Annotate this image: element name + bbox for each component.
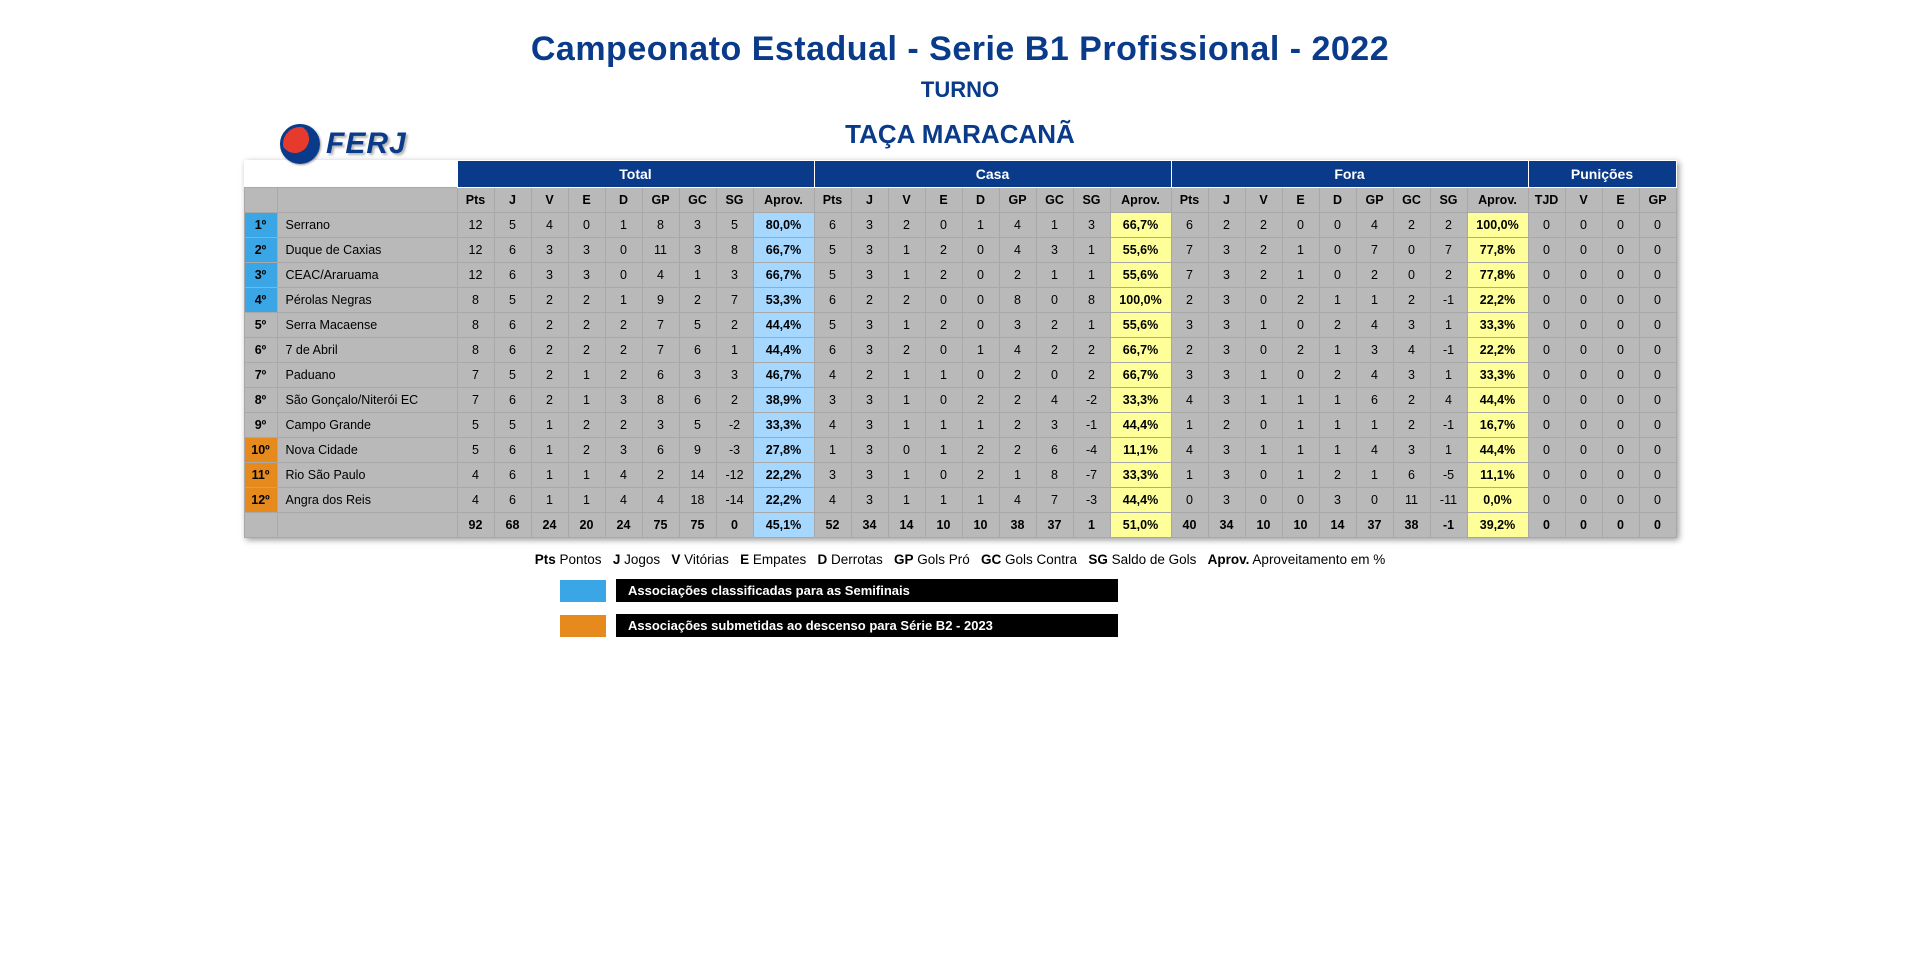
col-header: GP (999, 188, 1036, 213)
team-cell: Nova Cidade (277, 438, 457, 463)
table-row: 9º Campo Grande 5512235-233,3%4311123-14… (244, 413, 1676, 438)
col-header: GP (1356, 188, 1393, 213)
logo-ball-icon (280, 124, 320, 164)
table-row: 2º Duque de Caxias 126330113866,7%531204… (244, 238, 1676, 263)
col-header: Pts (1171, 188, 1208, 213)
col-header: E (925, 188, 962, 213)
col-header: Pts (457, 188, 494, 213)
team-cell: Pérolas Negras (277, 288, 457, 313)
logo-text: FERJ (326, 127, 407, 161)
team-cell: Serrano (277, 213, 457, 238)
col-header: GC (679, 188, 716, 213)
position-cell: 4º (244, 288, 277, 313)
col-header: E (568, 188, 605, 213)
table-row: 6º 7 de Abril 8622276144,4%6320142266,7%… (244, 338, 1676, 363)
col-header: GP (1639, 188, 1676, 213)
team-cell: CEAC/Araruama (277, 263, 457, 288)
col-header: SG (1073, 188, 1110, 213)
table-row: 1º Serrano 12540183580,0%6320141366,7%62… (244, 213, 1676, 238)
col-header: J (494, 188, 531, 213)
table-row: 4º Pérolas Negras 8522192753,3%622008081… (244, 288, 1676, 313)
col-header: Aprov. (753, 188, 814, 213)
table-row: 7º Paduano 7521263346,7%4211020266,7%331… (244, 363, 1676, 388)
legend-relegated: Associações submetidas ao descenso para … (560, 614, 1700, 637)
table-row: 11º Rio São Paulo 46114214-1222,2%331021… (244, 463, 1676, 488)
table-row: 5º Serra Macaense 8622275244,4%531203215… (244, 313, 1676, 338)
team-cell: São Gonçalo/Niterói EC (277, 388, 457, 413)
position-cell: 7º (244, 363, 277, 388)
col-header: D (1319, 188, 1356, 213)
col-header: GC (1036, 188, 1073, 213)
page-title: Campeonato Estadual - Serie B1 Profissio… (220, 30, 1700, 69)
col-header: V (531, 188, 568, 213)
col-header: Pts (814, 188, 851, 213)
position-cell: 10º (244, 438, 277, 463)
group-casa: Casa (814, 161, 1171, 188)
col-header: GC (1393, 188, 1430, 213)
team-cell: Campo Grande (277, 413, 457, 438)
totals-row: 92682420247575045,1%52341410103837151,0%… (244, 513, 1676, 538)
team-cell: Paduano (277, 363, 457, 388)
position-cell: 3º (244, 263, 277, 288)
col-header: Aprov. (1110, 188, 1171, 213)
team-cell: Duque de Caxias (277, 238, 457, 263)
table-row: 8º São Gonçalo/Niterói EC 7621386238,9%3… (244, 388, 1676, 413)
team-cell: Angra dos Reis (277, 488, 457, 513)
position-cell: 5º (244, 313, 277, 338)
col-header: SG (1430, 188, 1467, 213)
position-cell: 11º (244, 463, 277, 488)
position-cell: 8º (244, 388, 277, 413)
logo: FERJ (280, 124, 407, 164)
legend-qualified: Associações classificadas para as Semifi… (560, 579, 1700, 602)
legend-qualified-label: Associações classificadas para as Semifi… (616, 579, 1118, 602)
col-header: TJD (1528, 188, 1565, 213)
group-fora: Fora (1171, 161, 1528, 188)
col-header: Aprov. (1467, 188, 1528, 213)
col-header: D (605, 188, 642, 213)
group-total: Total (457, 161, 814, 188)
col-header: V (1565, 188, 1602, 213)
swatch-relegated-icon (560, 615, 606, 637)
col-header: D (962, 188, 999, 213)
group-punicoes: Punições (1528, 161, 1676, 188)
table-row: 10º Nova Cidade 5612369-327,8%1301226-41… (244, 438, 1676, 463)
position-cell: 6º (244, 338, 277, 363)
position-cell: 9º (244, 413, 277, 438)
col-header: GP (642, 188, 679, 213)
team-cell: 7 de Abril (277, 338, 457, 363)
position-cell: 2º (244, 238, 277, 263)
position-cell: 1º (244, 213, 277, 238)
team-cell: Serra Macaense (277, 313, 457, 338)
col-header: V (888, 188, 925, 213)
swatch-qualified-icon (560, 580, 606, 602)
col-header: E (1602, 188, 1639, 213)
legend-relegated-label: Associações submetidas ao descenso para … (616, 614, 1118, 637)
col-header: V (1245, 188, 1282, 213)
page-subtitle-2: TAÇA MARACANÃ (220, 119, 1700, 150)
table-row: 3º CEAC/Araruama 12633041366,7%531202115… (244, 263, 1676, 288)
col-header: J (1208, 188, 1245, 213)
table-row: 12º Angra dos Reis 46114418-1422,2%43111… (244, 488, 1676, 513)
page-subtitle-1: TURNO (220, 77, 1700, 103)
legend-abbreviations: Pts Pontos J Jogos V Vitórias E Empates … (220, 552, 1700, 567)
team-cell: Rio São Paulo (277, 463, 457, 488)
col-header: SG (716, 188, 753, 213)
col-header: J (851, 188, 888, 213)
col-header: E (1282, 188, 1319, 213)
standings-table: Total Casa Fora Punições PtsJVEDGPGCSGAp… (244, 160, 1677, 538)
position-cell: 12º (244, 488, 277, 513)
